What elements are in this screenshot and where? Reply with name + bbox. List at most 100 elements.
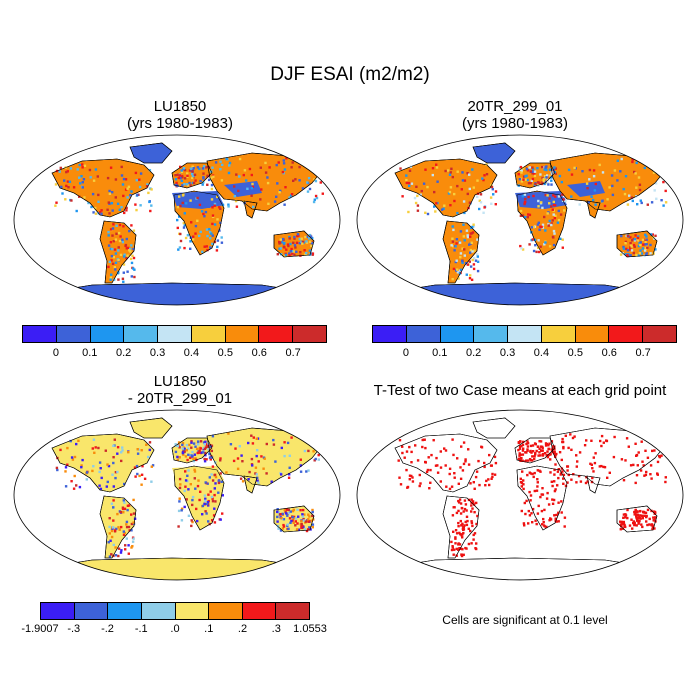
grid-cell — [123, 253, 126, 256]
grid-cell — [457, 521, 460, 525]
grid-cell — [286, 514, 289, 517]
grid-cell — [523, 193, 527, 196]
colorbar-tick-label: 0 — [52, 347, 59, 359]
grid-cell — [642, 464, 645, 467]
grid-cell — [130, 275, 133, 278]
grid-cell — [640, 201, 643, 205]
grid-cell — [190, 205, 194, 208]
grid-cell — [211, 435, 215, 438]
grid-cell — [536, 181, 540, 184]
coastline-australia — [273, 505, 315, 533]
grid-cell — [639, 514, 642, 517]
grid-cell — [533, 174, 537, 178]
grid-cell — [309, 240, 312, 243]
grid-cell — [451, 175, 454, 179]
grid-cell — [461, 247, 464, 250]
grid-cell — [471, 250, 474, 253]
grid-cell — [657, 158, 660, 161]
grid-cell — [415, 185, 418, 188]
colorbar-swatch — [609, 326, 644, 342]
grid-cell — [642, 510, 645, 514]
grid-cell — [470, 521, 474, 525]
grid-cell — [453, 506, 456, 509]
grid-cell — [289, 510, 292, 513]
colorbar-swatch — [643, 326, 677, 342]
map-content — [384, 142, 668, 305]
grid-cell — [279, 189, 282, 193]
grid-cell — [285, 248, 288, 251]
grid-cell — [285, 508, 289, 511]
grid-cell — [421, 445, 424, 449]
grid-cell — [199, 179, 202, 183]
grid-cell — [67, 186, 70, 189]
grid-cell — [277, 527, 280, 530]
grid-cell — [130, 224, 133, 227]
grid-cell — [120, 451, 123, 454]
grid-cell — [298, 179, 301, 182]
grid-cell — [308, 249, 312, 252]
grid-cell — [455, 511, 459, 515]
grid-cell — [539, 495, 542, 499]
grid-cell — [464, 460, 467, 463]
grid-cell — [561, 440, 564, 444]
coastline-africa — [173, 465, 225, 531]
grid-cell — [588, 191, 591, 194]
grid-cell — [577, 474, 581, 478]
grid-cell — [461, 179, 465, 182]
grid-cell — [586, 480, 589, 483]
grid-cell — [557, 520, 560, 523]
grid-cell — [206, 442, 210, 445]
grid-cell — [531, 455, 534, 458]
grid-cell — [522, 440, 525, 444]
grid-cell — [620, 157, 623, 161]
grid-cell — [531, 507, 535, 511]
grid-cell — [456, 457, 459, 460]
grid-cell — [71, 458, 75, 461]
grid-cell — [491, 188, 494, 191]
grid-cell — [134, 171, 138, 175]
colorbar-tick-label: 0.3 — [499, 347, 516, 359]
grid-cell — [455, 554, 458, 557]
grid-cell — [593, 461, 597, 465]
grid-cell — [557, 501, 560, 504]
grid-cell — [639, 241, 642, 244]
grid-cell — [54, 183, 58, 186]
grid-cell — [545, 176, 548, 179]
grid-cell — [264, 161, 267, 165]
grid-cell — [195, 447, 199, 451]
grid-cell — [630, 245, 633, 248]
grid-cell — [547, 224, 550, 227]
grid-cell — [470, 241, 473, 244]
grid-cell — [658, 455, 662, 459]
grid-cell — [520, 168, 523, 171]
grid-cell — [182, 453, 185, 456]
grid-cell — [124, 188, 128, 191]
grid-cell — [317, 458, 320, 461]
grid-cell — [123, 531, 126, 535]
grid-cell — [145, 185, 149, 188]
grid-cell — [449, 171, 452, 174]
grid-cell — [529, 444, 533, 448]
grid-cell — [489, 464, 493, 467]
grid-cell — [255, 437, 258, 440]
grid-cell — [204, 510, 207, 513]
grid-cell — [552, 213, 555, 216]
grid-cell — [241, 460, 244, 463]
grid-cell — [183, 489, 186, 493]
grid-cell — [523, 201, 526, 204]
colorbar-swatch — [23, 326, 57, 342]
grid-cell — [291, 516, 294, 519]
grid-cell — [570, 448, 573, 451]
grid-cell — [290, 166, 293, 169]
colorbar-swatch — [158, 326, 192, 342]
grid-cell — [186, 172, 189, 175]
grid-cell — [463, 254, 466, 257]
grid-cell — [185, 204, 188, 207]
grid-cell — [584, 481, 588, 485]
grid-cell — [520, 485, 523, 488]
grid-cell — [111, 191, 114, 194]
grid-cell — [444, 464, 447, 467]
grid-cell — [183, 246, 186, 250]
grid-cell — [55, 466, 59, 470]
grid-cell — [248, 470, 251, 474]
